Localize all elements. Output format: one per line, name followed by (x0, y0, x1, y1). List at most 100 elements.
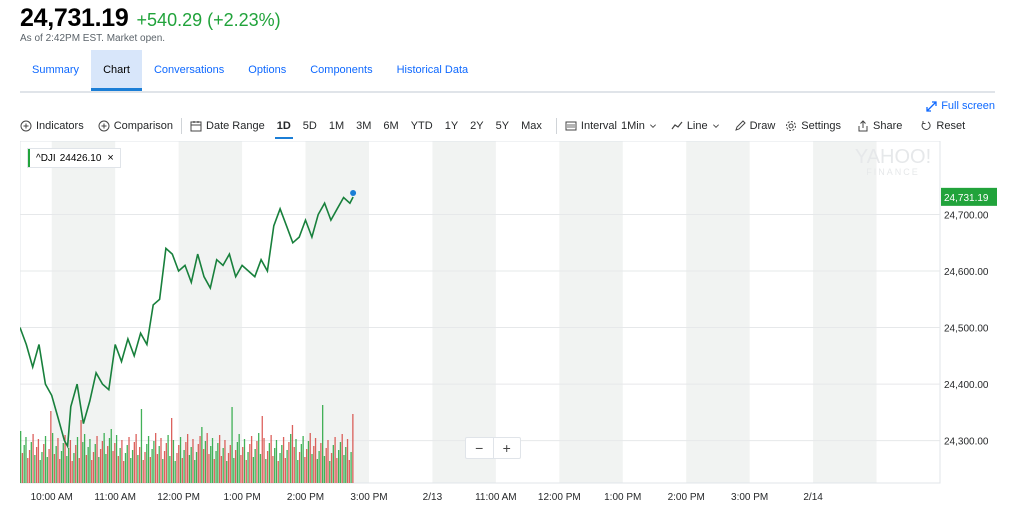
volume-bar (105, 454, 107, 483)
volume-bar (76, 437, 79, 483)
volume-bar (155, 433, 157, 483)
x-tick-label: 2:00 PM (287, 492, 324, 503)
fullscreen-button[interactable]: Full screen (926, 100, 995, 112)
volume-bar (238, 434, 240, 483)
volume-bar (341, 434, 343, 483)
range-5d[interactable]: 5D (302, 120, 317, 132)
indicators-button[interactable]: Indicators (20, 120, 84, 132)
range-2y[interactable]: 2Y (470, 120, 484, 132)
close-icon[interactable]: × (107, 152, 114, 164)
volume-bar (316, 459, 318, 483)
volume-bar (265, 459, 267, 483)
plot-border (20, 141, 941, 484)
range-1d[interactable]: 1D (271, 113, 297, 139)
chart-type-dropdown[interactable]: Line (671, 120, 720, 132)
volume-bar (242, 447, 244, 483)
tab-chart[interactable]: Chart (91, 50, 142, 91)
range-6m[interactable]: 6M (383, 120, 399, 132)
volume-bar (57, 438, 59, 483)
volume-bar (286, 450, 288, 483)
date-range-button[interactable]: Date Range (190, 120, 265, 132)
volume-bar (83, 434, 86, 483)
time-band (813, 141, 877, 483)
tab-historical-data[interactable]: Historical Data (396, 64, 469, 76)
volume-bar (130, 458, 132, 483)
x-tick-label: 10:00 AM (31, 492, 73, 503)
volume-bar (99, 449, 102, 483)
tab-summary[interactable]: Summary (32, 64, 80, 76)
draw-button[interactable]: Draw (734, 120, 776, 132)
yahoo-finance-watermark-sub: FINANCE (866, 167, 920, 177)
fullscreen-label: Full screen (941, 100, 995, 112)
volume-bar (247, 452, 249, 483)
yahoo-finance-watermark: YAHOO! (855, 146, 931, 168)
range-5y[interactable]: 5Y (495, 120, 510, 132)
volume-bar (240, 455, 242, 483)
range-max[interactable]: Max (521, 120, 542, 132)
calendar-icon (190, 121, 202, 132)
volume-bar (51, 433, 54, 483)
volume-bar (346, 439, 349, 483)
share-button[interactable]: Share (857, 120, 902, 132)
volume-bar (59, 459, 61, 483)
volume-bar (343, 455, 345, 483)
range-1m[interactable]: 1M (328, 120, 345, 132)
reset-button[interactable]: Reset (920, 120, 965, 132)
volume-bar (195, 452, 198, 483)
range-ytd[interactable]: YTD (410, 120, 433, 132)
tab-options[interactable]: Options (248, 64, 287, 76)
range-3m[interactable]: 3M (356, 120, 372, 132)
volume-bar (181, 458, 183, 483)
volume-bar (32, 434, 34, 483)
volume-bar (327, 440, 329, 483)
range-1y[interactable]: 1Y (444, 120, 459, 132)
last-point-marker (350, 189, 357, 196)
volume-bar (190, 447, 192, 483)
volume-bar (34, 455, 36, 483)
legend-chip: ^DJI 24426.10 × (28, 149, 120, 167)
volume-bar (108, 438, 111, 483)
quote-header: 24,731.19 +540.29 (+2.23%) As of 2:42PM … (20, 4, 281, 44)
volume-bar (215, 451, 217, 483)
y-tick-label: 24,400.00 (944, 380, 989, 391)
tab-conversations[interactable]: Conversations (153, 64, 225, 76)
volume-bar (211, 438, 214, 483)
interval-dropdown[interactable]: Interval 1Min (565, 120, 657, 132)
volume-bar (137, 455, 139, 483)
volume-bar (250, 436, 253, 483)
tab-components[interactable]: Components (310, 64, 373, 76)
volume-bar (44, 436, 47, 483)
x-tick-label: 2/13 (423, 492, 443, 503)
x-tick-label: 2:00 PM (668, 492, 705, 503)
volume-bar (297, 460, 299, 483)
chart-toolbar: Indicators Comparison Date Range 1D 5D 1… (20, 113, 995, 139)
volume-bar (261, 416, 263, 483)
volume-bar (236, 442, 239, 483)
volume-bar (274, 448, 276, 483)
volume-bar (268, 443, 271, 483)
volume-bar (318, 451, 320, 483)
x-tick-label: 3:00 PM (350, 492, 387, 503)
volume-bar (114, 443, 116, 483)
volume-bar (110, 429, 112, 483)
chevron-down-icon (712, 124, 719, 128)
volume-bar (256, 441, 258, 483)
volume-bar (172, 440, 175, 483)
draw-label: Draw (749, 120, 776, 132)
volume-bar (293, 447, 295, 483)
volume-bar (94, 444, 96, 483)
volume-bar (91, 460, 93, 483)
legend-value: 24426.10 (59, 152, 102, 164)
comparison-button[interactable]: Comparison (98, 120, 173, 132)
zoom-in-button[interactable]: + (492, 438, 521, 458)
volume-bar (295, 439, 297, 483)
volume-bar (35, 447, 38, 483)
share-icon (858, 120, 868, 132)
zoom-out-button[interactable]: − (475, 440, 484, 456)
settings-button[interactable]: Settings (785, 120, 841, 132)
volume-bar (55, 446, 57, 483)
volume-bar (124, 453, 127, 483)
volume-bar (165, 443, 167, 483)
volume-bar (336, 458, 338, 483)
price-chart[interactable]: YAHOO! FINANCE 24,300.00 24,400.00 24,500.… (20, 141, 997, 508)
